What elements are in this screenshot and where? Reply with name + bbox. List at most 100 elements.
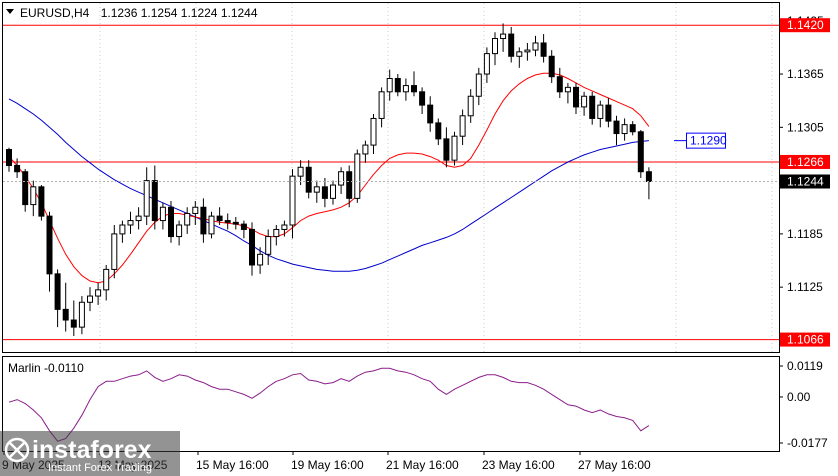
- candle-body-bull: [524, 49, 531, 53]
- candle[interactable]: [500, 23, 507, 52]
- candle[interactable]: [524, 42, 531, 61]
- candle[interactable]: [516, 47, 523, 68]
- candle[interactable]: [637, 129, 644, 178]
- price-tick-label: 1.1365: [787, 67, 824, 81]
- candle[interactable]: [419, 87, 426, 115]
- candle[interactable]: [321, 177, 328, 208]
- candle[interactable]: [354, 149, 361, 203]
- candle[interactable]: [597, 100, 604, 128]
- candle[interactable]: [362, 140, 369, 163]
- candle-body-bull: [459, 115, 466, 137]
- candle[interactable]: [427, 96, 434, 132]
- candle[interactable]: [370, 114, 377, 154]
- candle[interactable]: [313, 180, 320, 203]
- main-price-pane[interactable]: [2, 2, 780, 353]
- candle-body-bull: [313, 186, 320, 193]
- candle[interactable]: [87, 287, 93, 312]
- candle[interactable]: [492, 32, 498, 66]
- candle[interactable]: [508, 26, 515, 63]
- candle-body-bear: [14, 165, 21, 173]
- candle[interactable]: [265, 229, 272, 265]
- indicator-tick-label: -0.0177: [787, 436, 828, 450]
- candle[interactable]: [38, 185, 45, 221]
- candle[interactable]: [411, 71, 417, 97]
- candle[interactable]: [605, 98, 612, 128]
- candle[interactable]: [6, 147, 12, 172]
- candle[interactable]: [451, 131, 458, 166]
- candle[interactable]: [289, 169, 296, 239]
- annotation-box[interactable]: [686, 132, 726, 149]
- candle[interactable]: [200, 198, 207, 243]
- candle[interactable]: [159, 202, 166, 230]
- candle-body-bull: [451, 135, 458, 161]
- candle[interactable]: [127, 211, 134, 234]
- candle[interactable]: [119, 220, 126, 243]
- candle[interactable]: [573, 82, 579, 115]
- candle[interactable]: [70, 300, 77, 337]
- candle[interactable]: [54, 269, 61, 328]
- candle[interactable]: [103, 264, 110, 301]
- candle[interactable]: [548, 50, 555, 83]
- candle[interactable]: [143, 167, 150, 226]
- time-label: 15 May 16:00: [196, 458, 269, 472]
- candle[interactable]: [443, 127, 450, 168]
- candle[interactable]: [111, 225, 118, 279]
- candle[interactable]: [184, 207, 191, 234]
- candle[interactable]: [224, 213, 231, 230]
- candle[interactable]: [386, 69, 393, 101]
- candle[interactable]: [22, 169, 29, 212]
- candle[interactable]: [330, 180, 336, 205]
- candle[interactable]: [459, 109, 466, 146]
- candle[interactable]: [305, 160, 312, 199]
- candle-body-bull: [78, 301, 85, 328]
- candle[interactable]: [95, 282, 102, 305]
- candle-body-bull: [532, 42, 539, 51]
- candle[interactable]: [281, 220, 288, 237]
- level-price-box: [780, 332, 830, 347]
- candle[interactable]: [581, 91, 588, 116]
- candle[interactable]: [564, 82, 571, 104]
- candle[interactable]: [394, 74, 401, 97]
- candle[interactable]: [483, 47, 490, 83]
- candle[interactable]: [135, 207, 142, 230]
- candle[interactable]: [240, 220, 247, 239]
- candle[interactable]: [151, 165, 158, 230]
- candle[interactable]: [475, 67, 482, 106]
- candle[interactable]: [192, 201, 199, 226]
- candle[interactable]: [30, 180, 37, 217]
- candle[interactable]: [378, 87, 385, 128]
- candle[interactable]: [532, 35, 539, 57]
- candle[interactable]: [62, 282, 69, 332]
- candle[interactable]: [435, 118, 442, 146]
- watermark-brand: instaforex: [32, 436, 152, 464]
- candle[interactable]: [540, 34, 547, 63]
- candle[interactable]: [629, 121, 636, 136]
- candle[interactable]: [168, 201, 174, 243]
- candle[interactable]: [467, 89, 474, 123]
- menu-triangle-icon[interactable]: [6, 9, 14, 14]
- candle[interactable]: [613, 115, 620, 146]
- candle[interactable]: [556, 67, 563, 99]
- candle-body-bull: [127, 220, 134, 226]
- candle[interactable]: [208, 211, 215, 239]
- candle[interactable]: [46, 211, 53, 292]
- candle[interactable]: [232, 217, 239, 230]
- candle[interactable]: [621, 118, 628, 141]
- candle[interactable]: [402, 78, 409, 101]
- candle[interactable]: [346, 165, 353, 208]
- candle[interactable]: [216, 207, 223, 226]
- candle[interactable]: [176, 220, 183, 246]
- candle[interactable]: [338, 167, 345, 194]
- candle[interactable]: [14, 158, 21, 178]
- candle[interactable]: [249, 222, 255, 276]
- candle-body-bull: [111, 233, 118, 270]
- candle[interactable]: [297, 160, 304, 186]
- candle[interactable]: [273, 225, 280, 246]
- candle-body-bear: [346, 171, 353, 199]
- candle[interactable]: [257, 247, 264, 274]
- candle[interactable]: [78, 296, 85, 335]
- price-tick-label: 1.1125: [787, 280, 823, 294]
- candle-body-bull: [143, 180, 150, 217]
- candle[interactable]: [589, 91, 596, 125]
- candle-body-bull: [483, 53, 490, 75]
